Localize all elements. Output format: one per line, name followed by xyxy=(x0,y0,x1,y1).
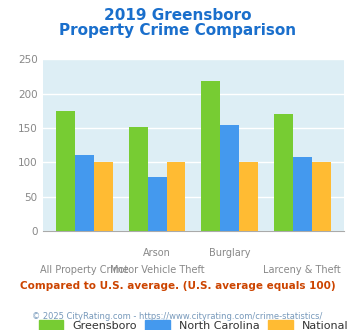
Text: All Property Crime: All Property Crime xyxy=(40,265,129,275)
Bar xyxy=(293,157,312,231)
Bar xyxy=(148,178,166,231)
Bar xyxy=(94,162,113,231)
Text: 2019 Greensboro: 2019 Greensboro xyxy=(104,8,251,23)
Text: Burglary: Burglary xyxy=(209,248,251,258)
Text: Property Crime Comparison: Property Crime Comparison xyxy=(59,23,296,38)
Text: Arson: Arson xyxy=(143,248,171,258)
Legend: Greensboro, North Carolina, National: Greensboro, North Carolina, National xyxy=(34,315,353,330)
Bar xyxy=(220,125,239,231)
Text: Larceny & Theft: Larceny & Theft xyxy=(263,265,341,275)
Text: Motor Vehicle Theft: Motor Vehicle Theft xyxy=(110,265,204,275)
Text: © 2025 CityRating.com - https://www.cityrating.com/crime-statistics/: © 2025 CityRating.com - https://www.city… xyxy=(32,312,323,321)
Bar xyxy=(129,127,148,231)
Bar xyxy=(312,162,331,231)
Bar xyxy=(75,155,94,231)
Bar xyxy=(239,162,258,231)
Bar xyxy=(166,162,186,231)
Bar xyxy=(274,114,293,231)
Bar xyxy=(56,111,75,231)
Bar xyxy=(201,81,220,231)
Text: Compared to U.S. average. (U.S. average equals 100): Compared to U.S. average. (U.S. average … xyxy=(20,281,335,291)
